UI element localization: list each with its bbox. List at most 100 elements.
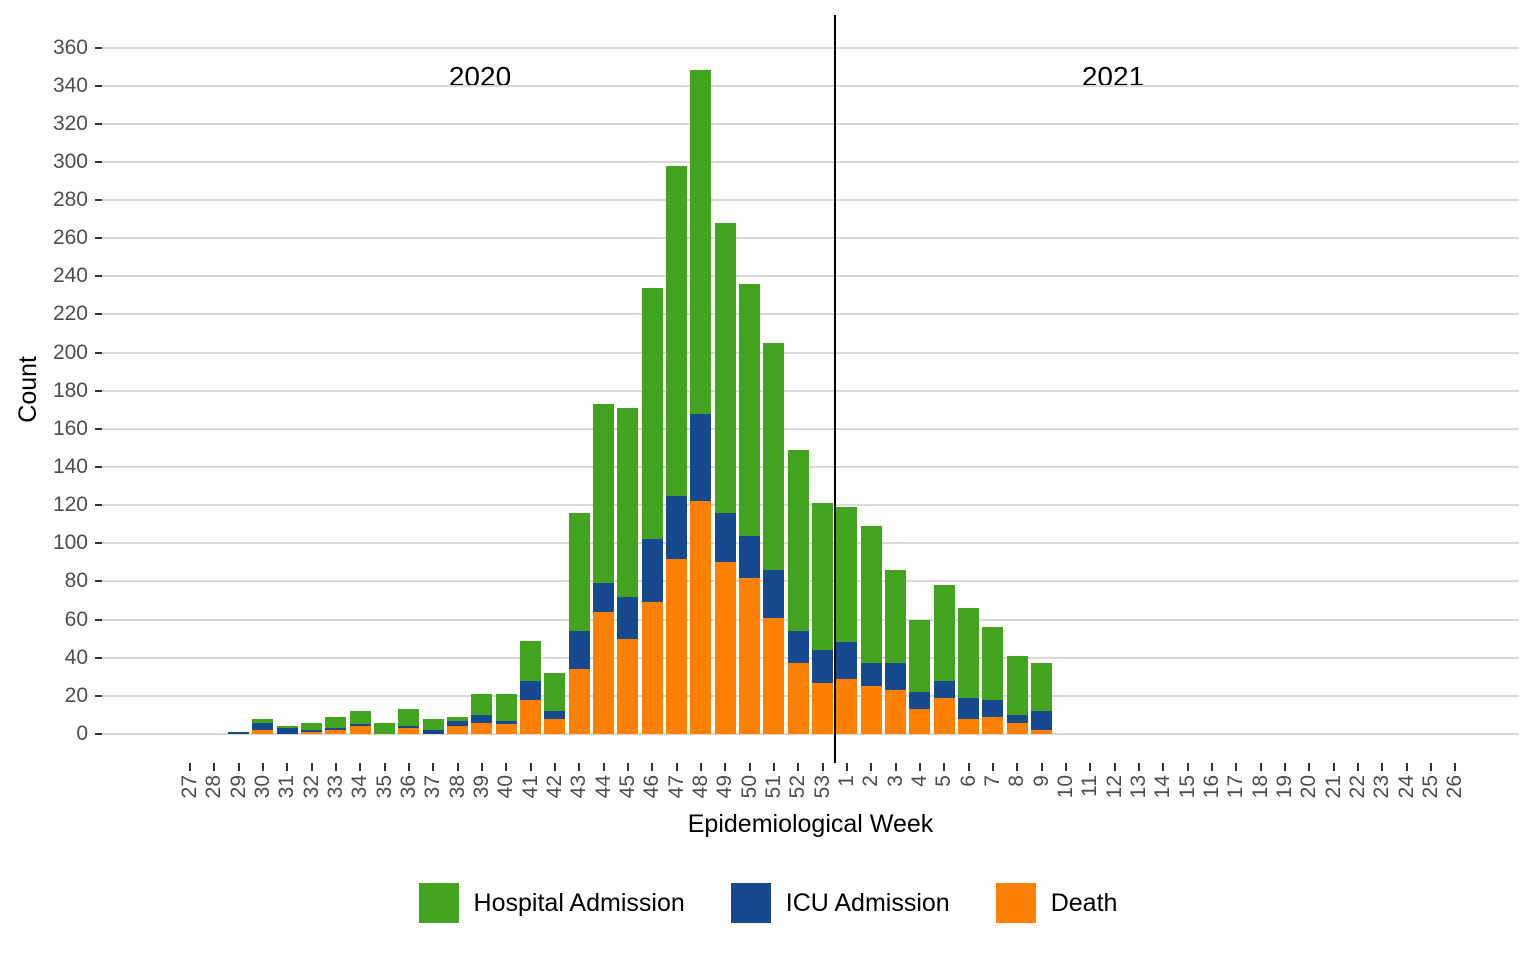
x-tick-label-week-11: 11	[1078, 775, 1102, 797]
bar-week-6-hospital-admission	[958, 608, 980, 698]
x-tick-label-week-43: 43	[567, 775, 591, 799]
gridline-y-200	[102, 351, 1519, 354]
x-tick-week-11	[1089, 763, 1092, 771]
bar-week-31-hospital-admission	[276, 726, 298, 729]
x-tick-week-38	[456, 763, 459, 771]
y-tick-label-20: 20	[64, 683, 88, 707]
x-tick-label-week-10: 10	[1053, 775, 1077, 799]
bar-week-2-death	[860, 686, 882, 734]
x-tick-label-week-19: 19	[1272, 775, 1296, 799]
bar-week-51-hospital-admission	[763, 343, 785, 570]
x-tick-label-week-35: 35	[372, 775, 396, 799]
bar-week-48-death	[690, 501, 712, 734]
y-tick-label-80: 80	[64, 569, 88, 593]
y-tick-label-220: 220	[52, 302, 88, 326]
bar-week-49-hospital-admission	[714, 222, 736, 513]
bar-week-9-death	[1031, 730, 1053, 734]
x-tick-week-25	[1429, 763, 1432, 771]
x-tick-label-week-33: 33	[323, 775, 347, 799]
bar-week-5-death	[933, 697, 955, 734]
hospital-admission-swatch	[418, 883, 459, 923]
gridline-y-140	[102, 466, 1519, 469]
y-tick-label-100: 100	[52, 531, 88, 555]
x-tick-week-41	[529, 763, 532, 771]
icu-admission-swatch	[730, 883, 771, 923]
bar-week-47-death	[666, 558, 688, 734]
y-tick-label-340: 340	[52, 73, 88, 97]
x-tick-week-12	[1113, 763, 1116, 771]
x-tick-week-20	[1308, 763, 1311, 771]
x-tick-week-3	[894, 763, 897, 771]
x-tick-week-47	[675, 763, 678, 771]
bar-week-48-hospital-admission	[690, 70, 712, 414]
y-tick-0	[95, 733, 102, 735]
bar-week-34-death	[349, 726, 371, 734]
bar-week-30-hospital-admission	[252, 718, 274, 723]
bar-week-45-icu-admission	[617, 596, 639, 639]
x-tick-label-week-20: 20	[1297, 775, 1321, 799]
bar-week-46-hospital-admission	[641, 287, 663, 540]
gridline-y-220	[102, 313, 1519, 316]
bar-week-39-hospital-admission	[471, 693, 493, 715]
y-tick-label-200: 200	[52, 340, 88, 364]
x-tick-week-48	[699, 763, 702, 771]
x-tick-label-week-15: 15	[1175, 775, 1199, 799]
x-axis-title: Epidemiological Week	[687, 810, 934, 838]
y-tick-label-160: 160	[52, 416, 88, 440]
x-tick-week-43	[578, 763, 581, 771]
bar-week-40-hospital-admission	[495, 693, 517, 721]
x-tick-week-18	[1259, 763, 1262, 771]
x-tick-label-week-37: 37	[421, 775, 445, 799]
legend-item-death: Death	[995, 883, 1117, 923]
y-tick-label-120: 120	[52, 493, 88, 517]
bar-week-37-icu-admission	[422, 730, 444, 734]
x-tick-week-1	[845, 763, 848, 771]
bar-week-36-hospital-admission	[398, 709, 420, 727]
x-tick-week-36	[407, 763, 410, 771]
x-tick-week-22	[1356, 763, 1359, 771]
x-tick-label-week-22: 22	[1345, 775, 1369, 799]
bar-week-50-icu-admission	[739, 535, 761, 578]
gridline-y-300	[102, 160, 1519, 163]
x-tick-week-16	[1210, 763, 1213, 771]
x-tick-week-17	[1235, 763, 1238, 771]
x-tick-label-week-1: 1	[834, 775, 858, 787]
bar-week-33-death	[325, 730, 347, 734]
bar-week-45-hospital-admission	[617, 407, 639, 597]
bar-week-41-death	[520, 699, 542, 734]
y-tick-360	[95, 46, 102, 49]
bar-week-38-death	[447, 726, 469, 734]
bar-week-2-icu-admission	[860, 663, 882, 687]
bar-week-34-icu-admission	[349, 724, 371, 727]
bar-week-52-icu-admission	[787, 631, 809, 664]
x-tick-label-week-31: 31	[275, 775, 299, 799]
gridline-y-100	[102, 542, 1519, 545]
x-tick-week-15	[1186, 763, 1189, 771]
gridline-y-240	[102, 275, 1519, 278]
gridline-y-340	[102, 84, 1519, 87]
x-tick-label-week-41: 41	[518, 775, 542, 799]
x-tick-week-30	[261, 763, 264, 771]
y-tick-label-360: 360	[52, 35, 88, 59]
y-tick-200	[95, 351, 102, 354]
y-axis-title-wrap: Count	[0, 15, 56, 763]
x-tick-label-week-17: 17	[1224, 775, 1248, 799]
year-label-2020: 2020	[448, 61, 512, 92]
x-tick-label-week-47: 47	[664, 775, 688, 799]
x-tick-week-21	[1332, 763, 1335, 771]
legend-item-hospital-admission: Hospital Admission	[418, 883, 685, 923]
x-tick-label-week-25: 25	[1418, 775, 1442, 799]
x-tick-label-week-7: 7	[980, 775, 1004, 787]
x-tick-label-week-52: 52	[786, 775, 810, 799]
bar-week-7-icu-admission	[982, 699, 1004, 717]
bar-week-38-icu-admission	[447, 720, 469, 727]
bar-week-39-death	[471, 722, 493, 734]
bar-week-30-icu-admission	[252, 722, 274, 731]
bar-week-31-icu-admission	[276, 728, 298, 734]
bar-week-52-hospital-admission	[787, 449, 809, 631]
x-tick-week-28	[213, 763, 216, 771]
x-tick-label-week-9: 9	[1029, 775, 1053, 787]
y-tick-label-180: 180	[52, 378, 88, 402]
x-tick-label-week-18: 18	[1248, 775, 1272, 799]
